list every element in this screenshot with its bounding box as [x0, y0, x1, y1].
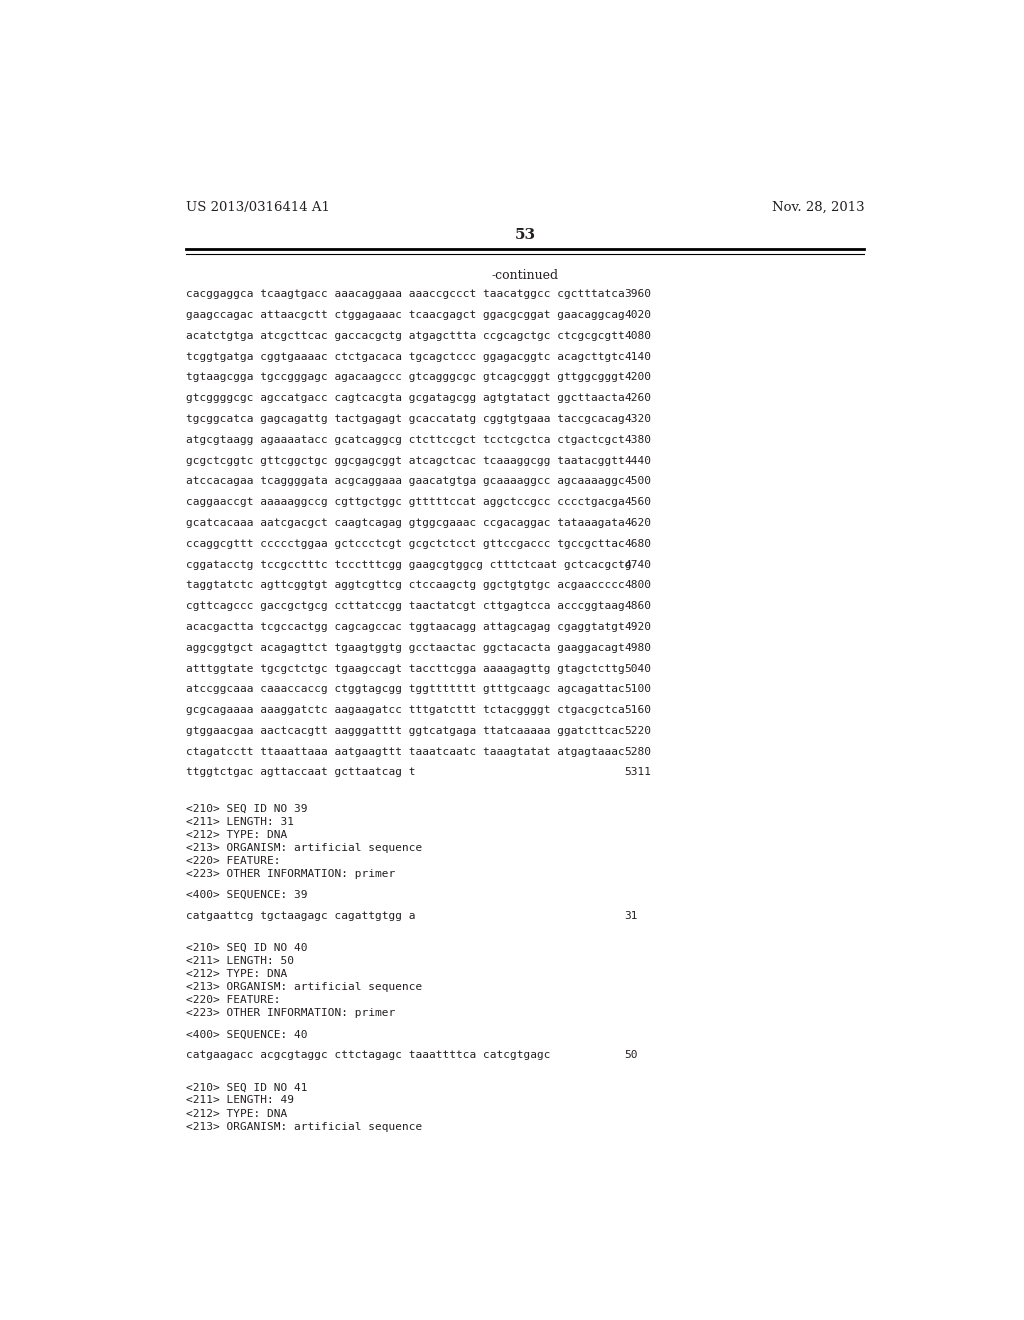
Text: atgcgtaagg agaaaatacc gcatcaggcg ctcttccgct tcctcgctca ctgactcgct: atgcgtaagg agaaaatacc gcatcaggcg ctcttcc… — [186, 434, 625, 445]
Text: taggtatctc agttcggtgt aggtcgttcg ctccaagctg ggctgtgtgc acgaaccccc: taggtatctc agttcggtgt aggtcgttcg ctccaag… — [186, 581, 625, 590]
Text: catgaattcg tgctaagagc cagattgtgg a: catgaattcg tgctaagagc cagattgtgg a — [186, 911, 416, 920]
Text: <212> TYPE: DNA: <212> TYPE: DNA — [186, 830, 288, 840]
Text: 4860: 4860 — [624, 601, 651, 611]
Text: 4800: 4800 — [624, 581, 651, 590]
Text: <211> LENGTH: 31: <211> LENGTH: 31 — [186, 817, 294, 826]
Text: <212> TYPE: DNA: <212> TYPE: DNA — [186, 969, 288, 979]
Text: <220> FEATURE:: <220> FEATURE: — [186, 855, 281, 866]
Text: ctagatcctt ttaaattaaa aatgaagttt taaatcaatc taaagtatat atgagtaaac: ctagatcctt ttaaattaaa aatgaagttt taaatca… — [186, 747, 625, 756]
Text: gaagccagac attaacgctt ctggagaaac tcaacgagct ggacgcggat gaacaggcag: gaagccagac attaacgctt ctggagaaac tcaacga… — [186, 310, 625, 319]
Text: <211> LENGTH: 50: <211> LENGTH: 50 — [186, 956, 294, 966]
Text: <213> ORGANISM: artificial sequence: <213> ORGANISM: artificial sequence — [186, 982, 422, 993]
Text: 4620: 4620 — [624, 517, 651, 528]
Text: atttggtate tgcgctctgc tgaagccagt taccttcgga aaaagagttg gtagctcttg: atttggtate tgcgctctgc tgaagccagt taccttc… — [186, 664, 625, 673]
Text: <400> SEQUENCE: 40: <400> SEQUENCE: 40 — [186, 1030, 307, 1039]
Text: gtggaacgaa aactcacgtt aagggatttt ggtcatgaga ttatcaaaaa ggatcttcac: gtggaacgaa aactcacgtt aagggatttt ggtcatg… — [186, 726, 625, 735]
Text: 4560: 4560 — [624, 498, 651, 507]
Text: <212> TYPE: DNA: <212> TYPE: DNA — [186, 1109, 288, 1118]
Text: tgtaagcgga tgccgggagc agacaagccc gtcagggcgc gtcagcgggt gttggcgggt: tgtaagcgga tgccgggagc agacaagccc gtcaggg… — [186, 372, 625, 383]
Text: 5280: 5280 — [624, 747, 651, 756]
Text: acacgactta tcgccactgg cagcagccac tggtaacagg attagcagag cgaggtatgt: acacgactta tcgccactgg cagcagccac tggtaac… — [186, 622, 625, 632]
Text: <400> SEQUENCE: 39: <400> SEQUENCE: 39 — [186, 890, 307, 900]
Text: US 2013/0316414 A1: US 2013/0316414 A1 — [186, 201, 330, 214]
Text: 31: 31 — [624, 911, 638, 920]
Text: <210> SEQ ID NO 39: <210> SEQ ID NO 39 — [186, 804, 307, 813]
Text: cacggaggca tcaagtgacc aaacaggaaa aaaccgccct taacatggcc cgctttatca: cacggaggca tcaagtgacc aaacaggaaa aaaccgc… — [186, 289, 625, 300]
Text: cgttcagccc gaccgctgcg ccttatccgg taactatcgt cttgagtcca acccggtaag: cgttcagccc gaccgctgcg ccttatccgg taactat… — [186, 601, 625, 611]
Text: 4500: 4500 — [624, 477, 651, 486]
Text: 4140: 4140 — [624, 351, 651, 362]
Text: caggaaccgt aaaaaggccg cgttgctggc gtttttccat aggctccgcc cccctgacga: caggaaccgt aaaaaggccg cgttgctggc gtttttc… — [186, 498, 625, 507]
Text: 50: 50 — [624, 1051, 638, 1060]
Text: <213> ORGANISM: artificial sequence: <213> ORGANISM: artificial sequence — [186, 843, 422, 853]
Text: 4080: 4080 — [624, 331, 651, 341]
Text: atccacagaa tcaggggata acgcaggaaa gaacatgtga gcaaaaggcc agcaaaaggc: atccacagaa tcaggggata acgcaggaaa gaacatg… — [186, 477, 625, 486]
Text: 5311: 5311 — [624, 767, 651, 777]
Text: <223> OTHER INFORMATION: primer: <223> OTHER INFORMATION: primer — [186, 1008, 395, 1019]
Text: ttggtctgac agttaccaat gcttaatcag t: ttggtctgac agttaccaat gcttaatcag t — [186, 767, 416, 777]
Text: 5220: 5220 — [624, 726, 651, 735]
Text: 4380: 4380 — [624, 434, 651, 445]
Text: 4260: 4260 — [624, 393, 651, 403]
Text: cggatacctg tccgcctttc tccctttcgg gaagcgtggcg ctttctcaat gctcacgctg: cggatacctg tccgcctttc tccctttcgg gaagcgt… — [186, 560, 632, 569]
Text: <211> LENGTH: 49: <211> LENGTH: 49 — [186, 1096, 294, 1105]
Text: <223> OTHER INFORMATION: primer: <223> OTHER INFORMATION: primer — [186, 869, 395, 879]
Text: gcgcagaaaa aaaggatctc aagaagatcc tttgatcttt tctacggggt ctgacgctca: gcgcagaaaa aaaggatctc aagaagatcc tttgatc… — [186, 705, 625, 715]
Text: 4740: 4740 — [624, 560, 651, 569]
Text: <210> SEQ ID NO 40: <210> SEQ ID NO 40 — [186, 942, 307, 953]
Text: gtcggggcgc agccatgacc cagtcacgta gcgatagcgg agtgtatact ggcttaacta: gtcggggcgc agccatgacc cagtcacgta gcgatag… — [186, 393, 625, 403]
Text: 4680: 4680 — [624, 539, 651, 549]
Text: 4020: 4020 — [624, 310, 651, 319]
Text: 4200: 4200 — [624, 372, 651, 383]
Text: 5160: 5160 — [624, 705, 651, 715]
Text: gcatcacaaa aatcgacgct caagtcagag gtggcgaaac ccgacaggac tataaagata: gcatcacaaa aatcgacgct caagtcagag gtggcga… — [186, 517, 625, 528]
Text: tcggtgatga cggtgaaaac ctctgacaca tgcagctccc ggagacggtc acagcttgtc: tcggtgatga cggtgaaaac ctctgacaca tgcagct… — [186, 351, 625, 362]
Text: tgcggcatca gagcagattg tactgagagt gcaccatatg cggtgtgaaa taccgcacag: tgcggcatca gagcagattg tactgagagt gcaccat… — [186, 414, 625, 424]
Text: 5100: 5100 — [624, 684, 651, 694]
Text: ccaggcgttt ccccctggaa gctccctcgt gcgctctcct gttccgaccc tgccgcttac: ccaggcgttt ccccctggaa gctccctcgt gcgctct… — [186, 539, 625, 549]
Text: 4980: 4980 — [624, 643, 651, 652]
Text: 4920: 4920 — [624, 622, 651, 632]
Text: 53: 53 — [515, 227, 536, 242]
Text: catgaagacc acgcgtaggc cttctagagc taaattttca catcgtgagc: catgaagacc acgcgtaggc cttctagagc taaattt… — [186, 1051, 551, 1060]
Text: 5040: 5040 — [624, 664, 651, 673]
Text: aggcggtgct acagagttct tgaagtggtg gcctaactac ggctacacta gaaggacagt: aggcggtgct acagagttct tgaagtggtg gcctaac… — [186, 643, 625, 652]
Text: acatctgtga atcgcttcac gaccacgctg atgagcttta ccgcagctgc ctcgcgcgtt: acatctgtga atcgcttcac gaccacgctg atgagct… — [186, 331, 625, 341]
Text: gcgctcggtc gttcggctgc ggcgagcggt atcagctcac tcaaaggcgg taatacggtt: gcgctcggtc gttcggctgc ggcgagcggt atcagct… — [186, 455, 625, 466]
Text: <213> ORGANISM: artificial sequence: <213> ORGANISM: artificial sequence — [186, 1122, 422, 1131]
Text: <210> SEQ ID NO 41: <210> SEQ ID NO 41 — [186, 1082, 307, 1093]
Text: 3960: 3960 — [624, 289, 651, 300]
Text: -continued: -continued — [492, 268, 559, 281]
Text: 4440: 4440 — [624, 455, 651, 466]
Text: atccggcaaa caaaccaccg ctggtagcgg tggttttttt gtttgcaagc agcagattac: atccggcaaa caaaccaccg ctggtagcgg tggtttt… — [186, 684, 625, 694]
Text: <220> FEATURE:: <220> FEATURE: — [186, 995, 281, 1006]
Text: 4320: 4320 — [624, 414, 651, 424]
Text: Nov. 28, 2013: Nov. 28, 2013 — [772, 201, 864, 214]
